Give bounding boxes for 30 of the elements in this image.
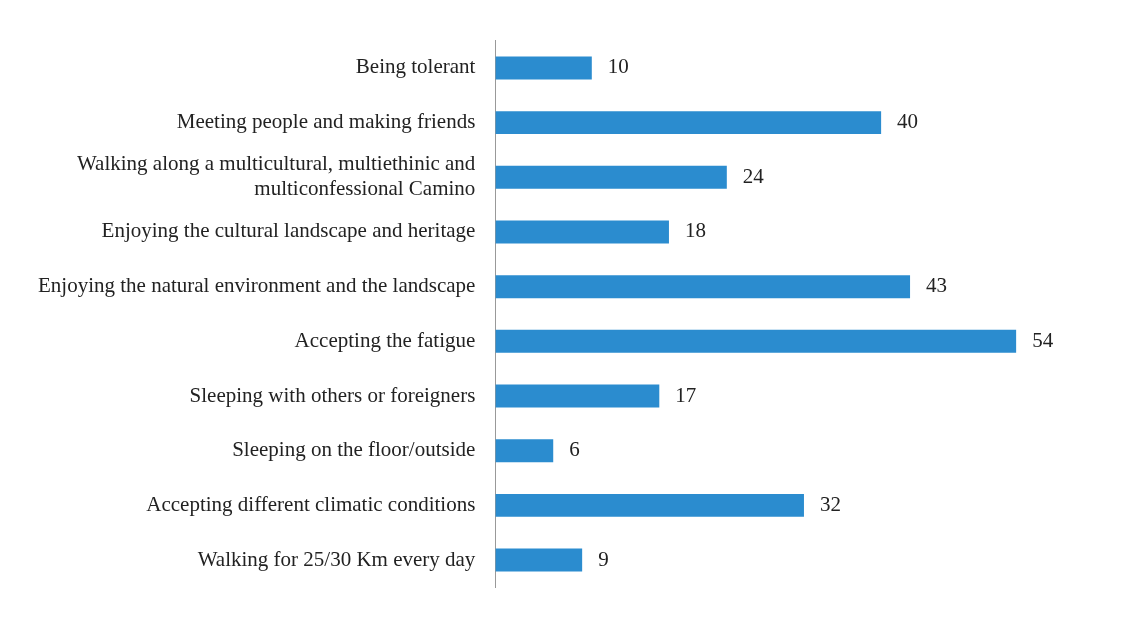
bar	[495, 111, 882, 135]
data-label: 54	[1032, 327, 1054, 352]
bar	[495, 439, 554, 463]
bar	[495, 329, 1017, 353]
data-label: 10	[607, 54, 629, 79]
y-tick-label: Sleeping with others or foreigners	[189, 382, 476, 407]
y-tick-label: Walking along a multicultural, multiethinic and multiconfessional Camino	[76, 151, 476, 201]
bar	[495, 275, 911, 299]
data-label: 24	[742, 163, 765, 188]
data-label: 40	[897, 109, 919, 134]
y-tick-label: Meeting people and making friends	[176, 109, 476, 134]
data-label: 32	[819, 491, 841, 516]
bar	[495, 56, 592, 80]
y-tick-label: Sleeping on the floor/outside	[232, 437, 476, 462]
data-label: 17	[675, 382, 697, 407]
y-tick-label: Enjoying the cultural landscape and heritage	[101, 218, 476, 243]
data-label: 6	[569, 437, 580, 462]
bar	[495, 548, 583, 572]
y-tick-label: Enjoying the natural environment and the landscape	[37, 273, 476, 298]
data-label: 9	[598, 546, 609, 571]
bar	[495, 493, 804, 517]
bar	[495, 220, 669, 244]
bar	[495, 384, 660, 408]
bar	[495, 165, 727, 189]
y-tick-label: Accepting the fatigue	[294, 327, 476, 352]
y-tick-label: Being tolerant	[355, 54, 476, 79]
data-label: 43	[926, 273, 948, 298]
y-tick-label: Accepting different climatic conditions	[146, 491, 476, 516]
y-tick-label: Walking for 25/30 Km every day	[197, 546, 476, 571]
data-label: 18	[684, 218, 706, 243]
